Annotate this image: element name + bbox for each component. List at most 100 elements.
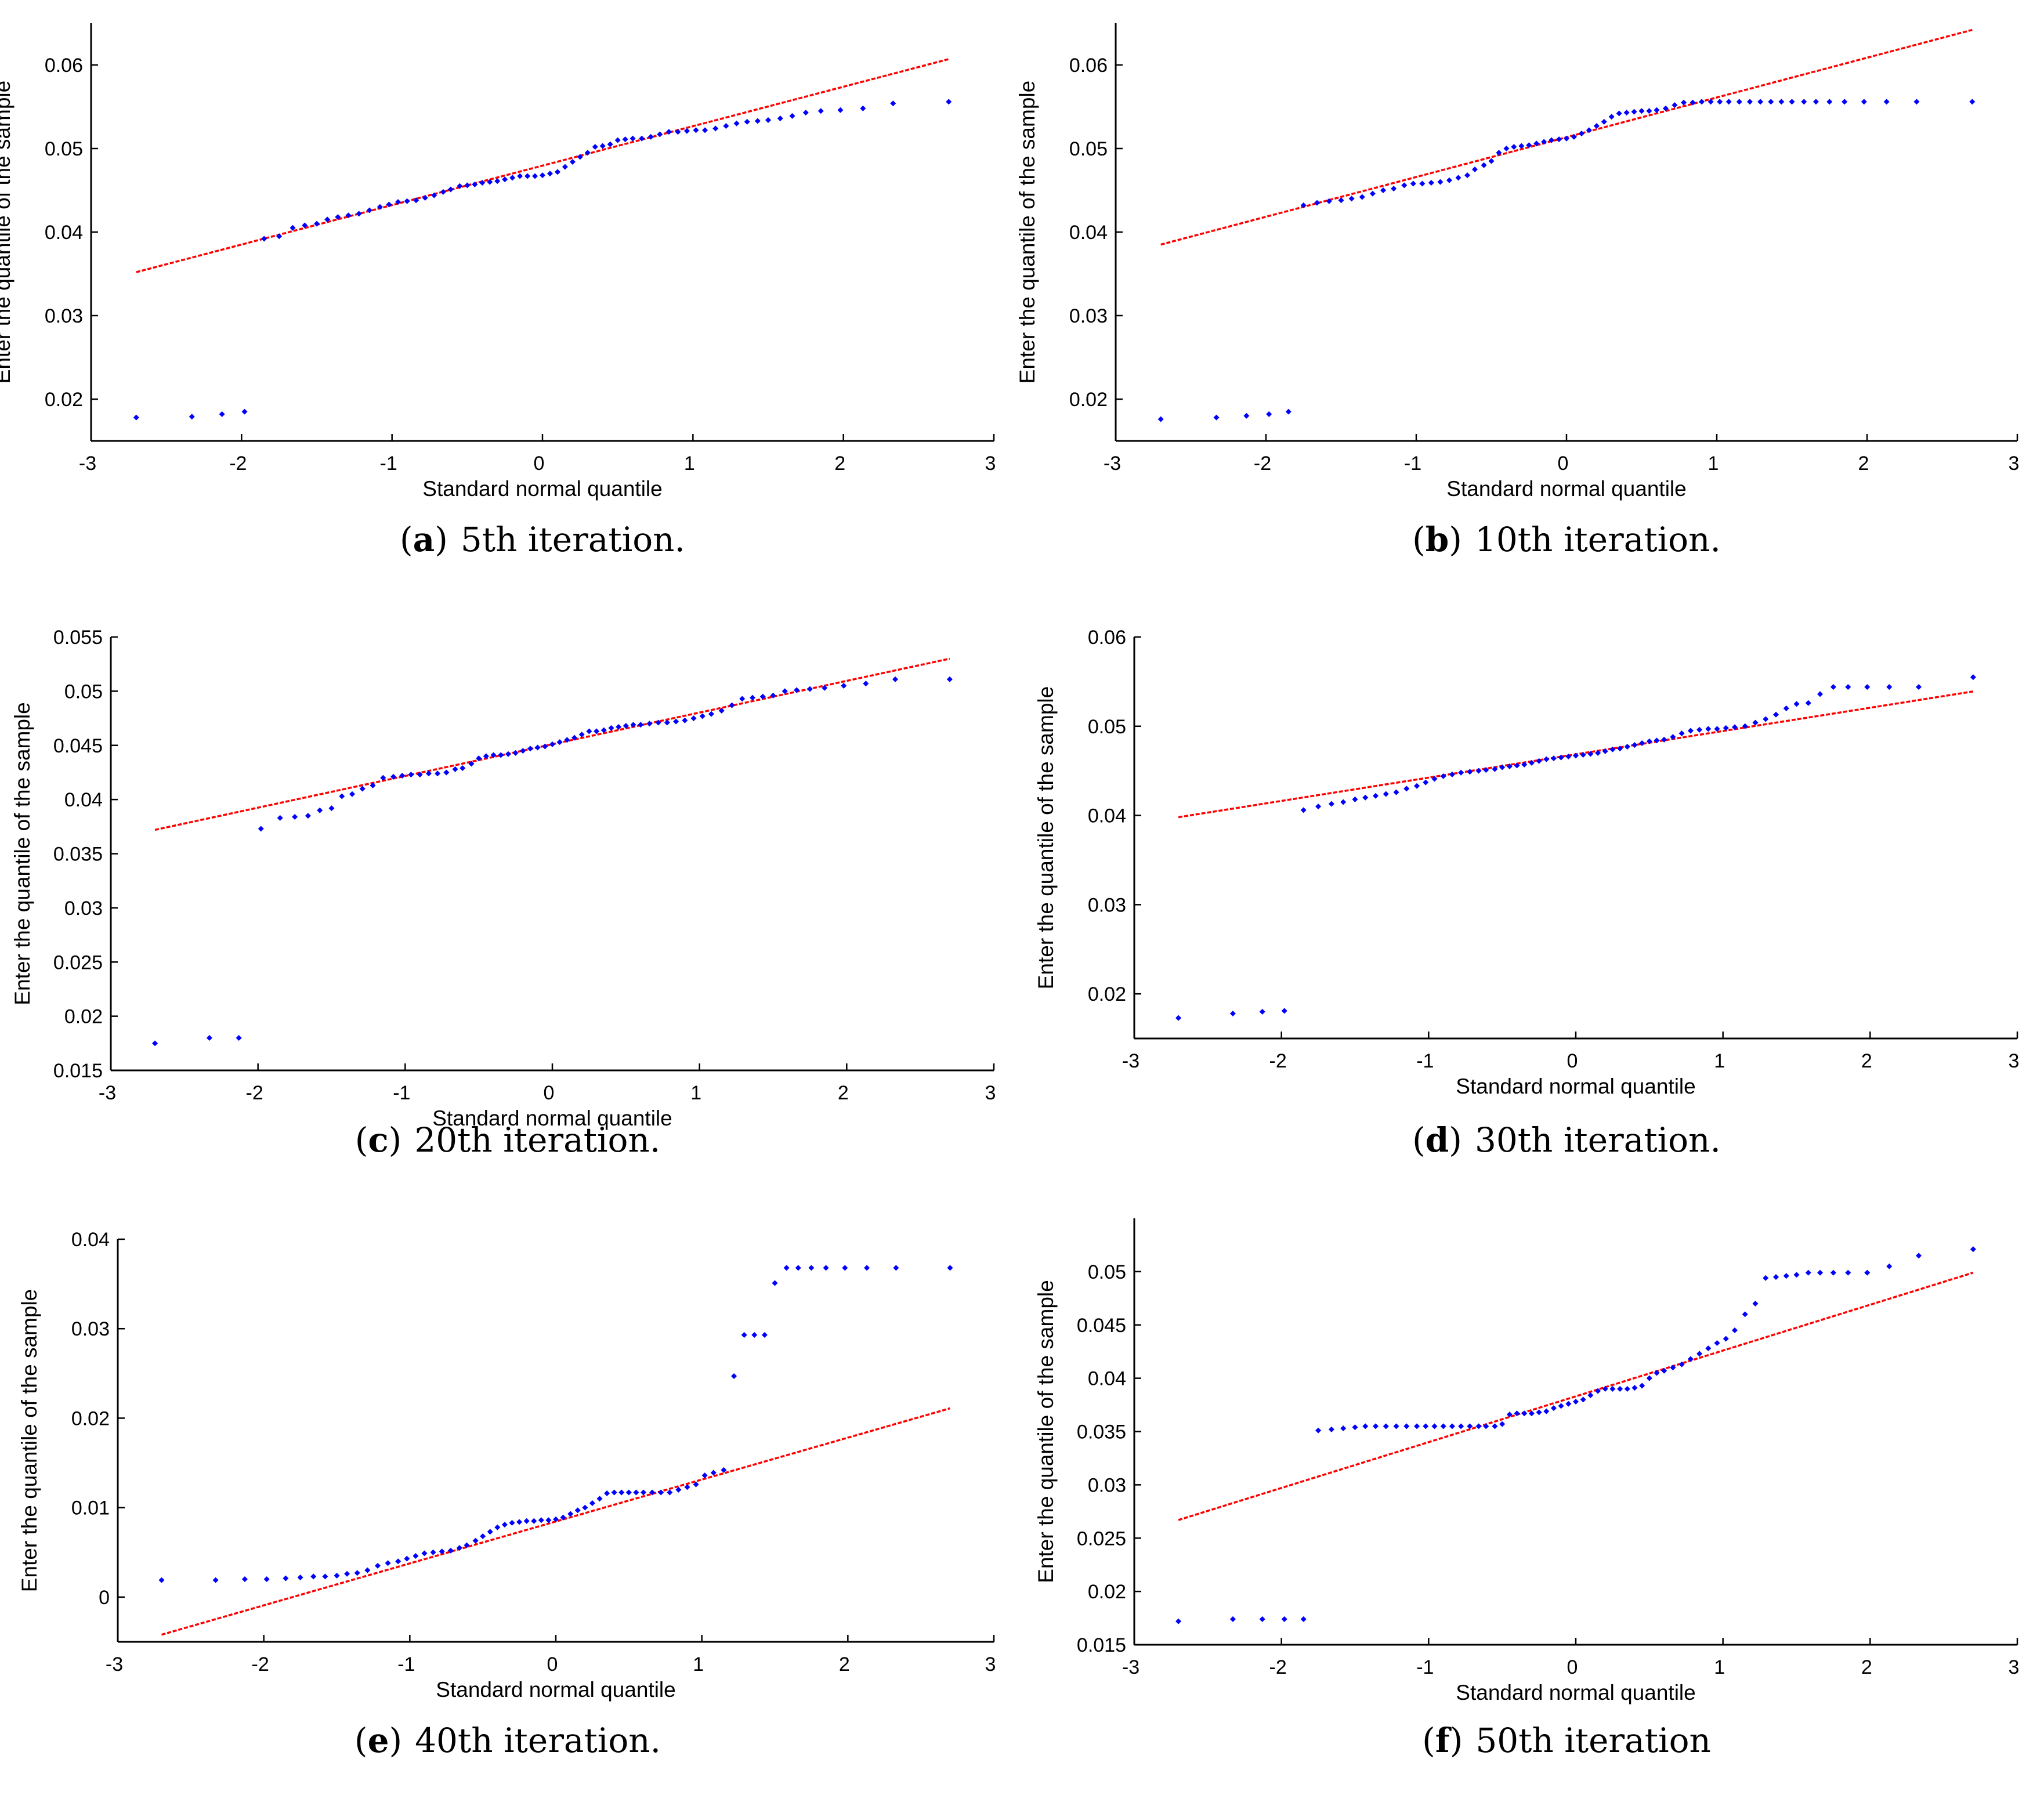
sample-point bbox=[1314, 200, 1321, 206]
sample-point bbox=[261, 236, 267, 242]
sample-point bbox=[349, 791, 356, 797]
sample-point bbox=[1543, 1408, 1550, 1414]
reference-line bbox=[1178, 1272, 1974, 1521]
sample-point bbox=[1328, 1426, 1334, 1432]
sample-point bbox=[733, 120, 740, 126]
sample-point bbox=[1483, 1423, 1489, 1430]
y-tick-label: 0.06 bbox=[1088, 627, 1126, 649]
x-tick-label: -3 bbox=[1122, 1656, 1139, 1678]
sample-point bbox=[413, 1552, 419, 1559]
sample-point bbox=[283, 1575, 289, 1582]
sample-point bbox=[1970, 1246, 1976, 1253]
sample-point bbox=[560, 1514, 566, 1521]
sample-point bbox=[1752, 1301, 1759, 1307]
sample-point bbox=[751, 1332, 758, 1338]
sample-point bbox=[864, 1265, 870, 1271]
sample-point bbox=[1157, 416, 1164, 422]
sample-point bbox=[822, 685, 828, 691]
sample-point bbox=[646, 721, 653, 727]
caption-letter: c bbox=[368, 1120, 388, 1160]
sample-point bbox=[1696, 726, 1703, 733]
caption-close-paren: ) bbox=[389, 1721, 402, 1760]
sample-point bbox=[1763, 716, 1769, 722]
sample-point bbox=[673, 718, 679, 725]
sample-point bbox=[241, 1576, 248, 1583]
sample-point bbox=[421, 1550, 428, 1557]
sample-point bbox=[532, 173, 538, 179]
sample-point bbox=[370, 782, 376, 788]
caption-open-paren: ( bbox=[355, 1120, 368, 1160]
sample-point bbox=[263, 1576, 270, 1583]
sample-point bbox=[1506, 763, 1513, 769]
sample-point bbox=[1281, 1008, 1287, 1014]
sample-point bbox=[1373, 792, 1379, 799]
sample-point bbox=[630, 135, 636, 142]
x-tick-label: 1 bbox=[684, 453, 695, 475]
sample-point bbox=[1266, 411, 1272, 417]
sample-point bbox=[802, 110, 809, 116]
sample-point bbox=[1714, 1340, 1720, 1346]
sample-point bbox=[1678, 730, 1685, 737]
y-tick-label: 0.03 bbox=[64, 898, 103, 920]
sample-point bbox=[860, 105, 866, 111]
caption-letter: f bbox=[1435, 1721, 1452, 1760]
sample-point bbox=[1746, 99, 1753, 105]
sample-point bbox=[322, 1573, 328, 1580]
sample-point bbox=[701, 1472, 708, 1479]
sample-point bbox=[1602, 1386, 1608, 1392]
sample-point bbox=[623, 723, 629, 729]
sample-point bbox=[633, 1489, 639, 1496]
sample-point bbox=[618, 1489, 625, 1496]
sample-point bbox=[1805, 1269, 1811, 1276]
sample-point bbox=[549, 741, 555, 747]
sample-point bbox=[1793, 1272, 1800, 1278]
sample-point bbox=[1969, 99, 1976, 105]
y-tick-label: 0.02 bbox=[1069, 389, 1108, 411]
sample-point bbox=[490, 752, 497, 758]
sample-point bbox=[1616, 110, 1622, 117]
x-tick-label: -1 bbox=[380, 453, 397, 475]
x-tick-label: -3 bbox=[99, 1082, 116, 1104]
x-tick-label: 0 bbox=[1558, 453, 1569, 475]
sample-point bbox=[657, 131, 663, 137]
sample-point bbox=[158, 1577, 165, 1583]
sample-point bbox=[1488, 158, 1495, 164]
caption-text: 30th iteration. bbox=[1475, 1120, 1721, 1160]
y-tick-label: 0.06 bbox=[1069, 55, 1108, 77]
sample-point bbox=[456, 1545, 462, 1551]
sample-point bbox=[1300, 202, 1307, 208]
sample-point bbox=[292, 814, 298, 820]
x-tick-label: 3 bbox=[2009, 1050, 2020, 1072]
sample-point bbox=[1359, 194, 1365, 200]
x-tick-label: -3 bbox=[1104, 453, 1121, 475]
sample-point bbox=[1511, 144, 1517, 150]
sample-point bbox=[1300, 1616, 1307, 1622]
y-tick-label: 0.01 bbox=[71, 1497, 110, 1519]
sample-point bbox=[731, 1373, 737, 1379]
sample-point bbox=[817, 108, 824, 114]
sample-point bbox=[390, 773, 397, 780]
sample-point bbox=[1475, 1423, 1482, 1430]
sample-point bbox=[772, 1280, 778, 1286]
y-tick-label: 0.04 bbox=[64, 789, 103, 811]
sample-point bbox=[1369, 190, 1376, 197]
sample-point bbox=[1646, 108, 1652, 114]
x-tick-label: 0 bbox=[1567, 1656, 1578, 1678]
sample-point bbox=[1449, 1423, 1455, 1430]
sample-point bbox=[1362, 794, 1369, 801]
sample-point bbox=[1300, 807, 1307, 813]
caption-close-paren: ) bbox=[1449, 1120, 1462, 1160]
sample-point bbox=[1587, 1392, 1594, 1399]
sample-point bbox=[1772, 1274, 1779, 1280]
caption-close-paren: ) bbox=[1450, 1721, 1463, 1760]
sample-point bbox=[356, 211, 362, 217]
sample-point bbox=[600, 727, 607, 733]
sample-point bbox=[649, 1489, 656, 1496]
sample-point bbox=[946, 676, 953, 682]
sample-point bbox=[395, 1558, 401, 1565]
sample-point bbox=[777, 115, 783, 122]
sample-point bbox=[1705, 1345, 1712, 1352]
sample-point bbox=[464, 182, 471, 189]
sample-point bbox=[630, 722, 636, 728]
x-tick-label: 1 bbox=[1708, 453, 1719, 475]
